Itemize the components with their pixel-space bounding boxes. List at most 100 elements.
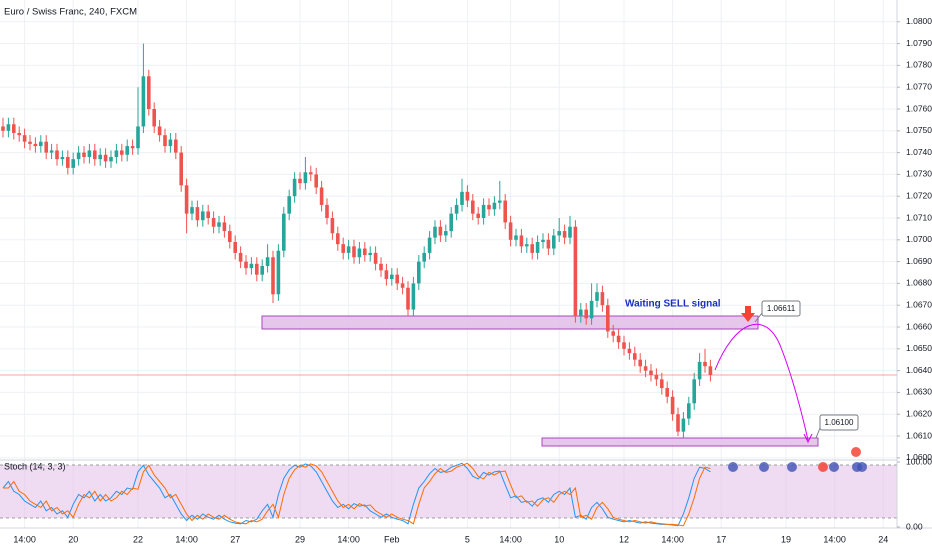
candle-body (433, 226, 437, 238)
event-icon (787, 462, 797, 472)
x-tick-label: 14:00 (13, 534, 36, 544)
y-tick-label: 1.06200 (906, 408, 932, 418)
candle-body (93, 150, 97, 160)
candle-body (238, 252, 243, 262)
marks (0, 43, 897, 527)
candle-body (136, 126, 140, 149)
candle-body (39, 141, 43, 147)
candle-body (336, 233, 340, 245)
candle-body (114, 150, 119, 157)
candle-body (476, 213, 480, 219)
stoch-y-tick-label: 100.00 (906, 456, 932, 466)
candle-body (606, 305, 610, 332)
stoch-y-tick-label: 0.00 (906, 521, 923, 531)
candle-body (411, 283, 416, 310)
candle-body (708, 366, 713, 375)
x-tick-label: 17 (716, 534, 726, 544)
candle-body (481, 204, 486, 219)
candle-body (330, 218, 335, 234)
candle-body (514, 235, 518, 240)
candle-body (141, 76, 146, 127)
stoch-band (0, 465, 897, 518)
x-tick-label: 12 (619, 534, 629, 544)
candle-body (649, 370, 653, 375)
candle-body (492, 202, 497, 210)
candle-body (460, 191, 464, 205)
candle-body (665, 388, 669, 397)
candle-body (341, 244, 345, 253)
candle-body (222, 222, 227, 232)
upper-callout-text: 1.06611 (767, 304, 796, 313)
candle-body (363, 248, 367, 256)
x-tick-label: 27 (230, 534, 240, 544)
upper-callout-pointer (754, 312, 763, 323)
candle-body (611, 331, 615, 336)
y-tick-label: 1.06900 (906, 256, 932, 266)
candle-body (616, 335, 621, 343)
candle-body (552, 235, 556, 249)
candle-body (525, 244, 529, 247)
candle-body (465, 191, 470, 201)
candle-body (265, 257, 270, 266)
upper-callout (761, 300, 801, 317)
candle-body (168, 139, 173, 147)
candle-body (400, 283, 405, 288)
candle-body (562, 231, 567, 238)
candle-body (546, 239, 551, 249)
y-tick-label: 1.07200 (906, 190, 932, 200)
candle-body (535, 241, 540, 253)
candle-body (303, 172, 308, 184)
x-tick-label: 14:00 (337, 534, 360, 544)
candle-body (373, 252, 378, 264)
candle-body (368, 252, 372, 256)
y-tick-label: 1.07300 (906, 169, 932, 179)
y-tick-label: 1.06400 (906, 365, 932, 375)
candle-body (76, 152, 81, 160)
candle-body (643, 366, 648, 371)
candle-body (406, 287, 410, 310)
candle-body (206, 211, 210, 219)
y-tick-label: 1.06800 (906, 278, 932, 288)
candle-body (44, 141, 48, 153)
candle-body (98, 154, 102, 160)
x-tick-label: 22 (133, 534, 143, 544)
stoch-line (2, 462, 711, 527)
candle-body (422, 252, 426, 262)
candle-body (427, 237, 432, 253)
candle-body (589, 300, 594, 319)
candle-body (557, 231, 561, 236)
candle-body (325, 204, 329, 219)
candle-body (449, 213, 453, 232)
candle-body (157, 126, 162, 136)
y-tick-label: 1.06600 (906, 321, 932, 331)
y-tick-label: 1.07700 (906, 81, 932, 91)
candle-body (676, 414, 680, 432)
candle-body (28, 141, 32, 144)
candle-body (498, 200, 502, 203)
candle-body (163, 135, 167, 147)
candle-body (12, 124, 16, 133)
signal-label: Waiting SELL signal (625, 299, 721, 310)
candle-body (66, 156, 70, 168)
x-tick-label: 20 (68, 534, 78, 544)
candle-body (530, 244, 534, 253)
support-zone (541, 437, 819, 447)
candle-body (692, 379, 696, 404)
candle-body (103, 154, 108, 162)
candle-body (444, 231, 448, 236)
candle-body (233, 241, 237, 253)
candle-body (282, 213, 286, 251)
candle-body (184, 185, 189, 214)
candle-body (179, 152, 183, 186)
candle-body (600, 292, 605, 306)
candle-body (17, 132, 21, 136)
candle-body (260, 265, 264, 275)
x-tick-label: 14:00 (661, 534, 684, 544)
candle-body (228, 231, 232, 242)
candle-body (287, 196, 291, 214)
candle-body (249, 263, 254, 269)
